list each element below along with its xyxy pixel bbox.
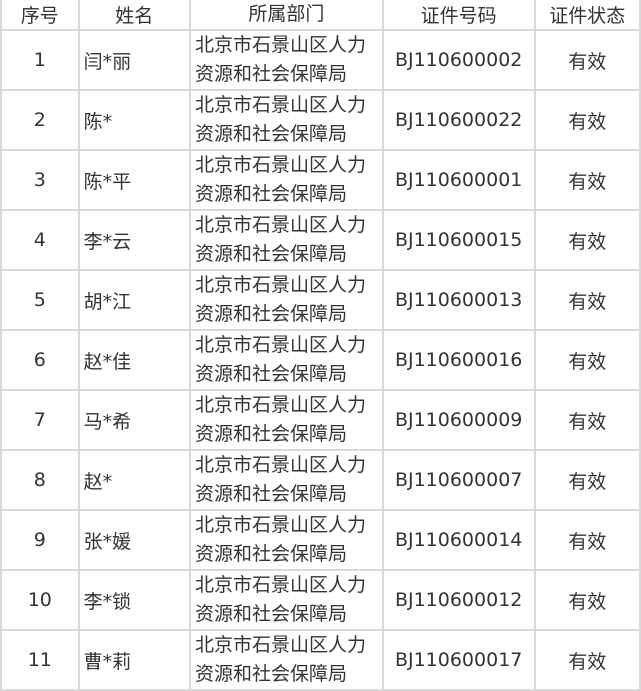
dept-line2: 资源和社会保障局	[194, 303, 347, 325]
cell-id: BJ110600022	[381, 89, 536, 151]
table-row: 4 李*云 北京市石景山区人力 资源和社会保障局 BJ110600015 有效	[0, 209, 641, 271]
cell-id: BJ110600013	[381, 269, 536, 331]
table-row: 3 陈*平 北京市石景山区人力 资源和社会保障局 BJ110600001 有效	[0, 149, 641, 211]
header-no: 序号	[0, 0, 80, 31]
table-row: 5 胡*江 北京市石景山区人力 资源和社会保障局 BJ110600013 有效	[0, 269, 641, 331]
dept-line1: 北京市石景山区人力	[194, 634, 366, 656]
dept-line1: 北京市石景山区人力	[194, 454, 366, 476]
header-name: 姓名	[77, 0, 191, 31]
cell-name: 陈*平	[77, 149, 191, 211]
cell-no: 11	[0, 629, 80, 691]
cell-name: 闫*丽	[77, 29, 191, 91]
cell-status: 有效	[533, 509, 641, 571]
cell-status: 有效	[533, 449, 641, 511]
cell-name: 赵*佳	[77, 329, 191, 391]
dept-line2: 资源和社会保障局	[194, 183, 347, 205]
dept-line2: 资源和社会保障局	[194, 243, 347, 265]
cell-status: 有效	[533, 389, 641, 451]
dept-line1: 北京市石景山区人力	[194, 214, 366, 236]
dept-line2: 资源和社会保障局	[194, 543, 347, 565]
cell-id: BJ110600007	[381, 449, 536, 511]
header-dept: 所属部门	[188, 0, 384, 31]
cell-name: 胡*江	[77, 269, 191, 331]
cell-status: 有效	[533, 329, 641, 391]
table-row: 2 陈* 北京市石景山区人力 资源和社会保障局 BJ110600022 有效	[0, 89, 641, 151]
table-row: 10 李*锁 北京市石景山区人力 资源和社会保障局 BJ110600012 有效	[0, 569, 641, 631]
cell-status: 有效	[533, 89, 641, 151]
cell-no: 3	[0, 149, 80, 211]
cell-name: 张*媛	[77, 509, 191, 571]
cell-id: BJ110600012	[381, 569, 536, 631]
cell-id: BJ110600001	[381, 149, 536, 211]
cell-id: BJ110600014	[381, 509, 536, 571]
cell-name: 曹*莉	[77, 629, 191, 691]
cell-dept: 北京市石景山区人力 资源和社会保障局	[188, 149, 384, 211]
cell-id: BJ110600017	[381, 629, 536, 691]
cell-no: 4	[0, 209, 80, 271]
table-row: 1 闫*丽 北京市石景山区人力 资源和社会保障局 BJ110600002 有效	[0, 29, 641, 91]
cell-name: 李*云	[77, 209, 191, 271]
cell-status: 有效	[533, 149, 641, 211]
dept-line2: 资源和社会保障局	[194, 363, 347, 385]
cell-dept: 北京市石景山区人力 资源和社会保障局	[188, 629, 384, 691]
cell-dept: 北京市石景山区人力 资源和社会保障局	[188, 329, 384, 391]
dept-line2: 资源和社会保障局	[194, 123, 347, 145]
dept-line2: 资源和社会保障局	[194, 483, 347, 505]
table-row: 8 赵* 北京市石景山区人力 资源和社会保障局 BJ110600007 有效	[0, 449, 641, 511]
table-row: 7 马*希 北京市石景山区人力 资源和社会保障局 BJ110600009 有效	[0, 389, 641, 451]
cell-name: 赵*	[77, 449, 191, 511]
cell-name: 陈*	[77, 89, 191, 151]
header-id: 证件号码	[381, 0, 536, 31]
dept-line2: 资源和社会保障局	[194, 423, 347, 445]
table-row: 6 赵*佳 北京市石景山区人力 资源和社会保障局 BJ110600016 有效	[0, 329, 641, 391]
cell-name: 李*锁	[77, 569, 191, 631]
table-row: 11 曹*莉 北京市石景山区人力 资源和社会保障局 BJ110600017 有效	[0, 629, 641, 691]
cell-status: 有效	[533, 269, 641, 331]
cell-status: 有效	[533, 29, 641, 91]
cell-status: 有效	[533, 209, 641, 271]
dept-line1: 北京市石景山区人力	[194, 154, 366, 176]
cell-no: 9	[0, 509, 80, 571]
cell-no: 1	[0, 29, 80, 91]
cell-dept: 北京市石景山区人力 资源和社会保障局	[188, 509, 384, 571]
cell-no: 7	[0, 389, 80, 451]
dept-line1: 北京市石景山区人力	[194, 574, 366, 596]
header-row: 序号 姓名 所属部门 证件号码 证件状态	[0, 0, 641, 31]
cell-no: 6	[0, 329, 80, 391]
cell-no: 2	[0, 89, 80, 151]
cell-name: 马*希	[77, 389, 191, 451]
cell-no: 5	[0, 269, 80, 331]
dept-line1: 北京市石景山区人力	[194, 274, 366, 296]
cell-no: 10	[0, 569, 80, 631]
dept-line1: 北京市石景山区人力	[194, 94, 366, 116]
cell-dept: 北京市石景山区人力 资源和社会保障局	[188, 209, 384, 271]
table-row: 9 张*媛 北京市石景山区人力 资源和社会保障局 BJ110600014 有效	[0, 509, 641, 571]
cell-status: 有效	[533, 569, 641, 631]
cell-dept: 北京市石景山区人力 资源和社会保障局	[188, 389, 384, 451]
cell-id: BJ110600002	[381, 29, 536, 91]
cell-dept: 北京市石景山区人力 资源和社会保障局	[188, 89, 384, 151]
cell-id: BJ110600009	[381, 389, 536, 451]
dept-line2: 资源和社会保障局	[194, 663, 347, 685]
cell-dept: 北京市石景山区人力 资源和社会保障局	[188, 449, 384, 511]
dept-line2: 资源和社会保障局	[194, 603, 347, 625]
cell-no: 8	[0, 449, 80, 511]
dept-line1: 北京市石景山区人力	[194, 514, 366, 536]
dept-line1: 北京市石景山区人力	[194, 34, 366, 56]
cell-dept: 北京市石景山区人力 资源和社会保障局	[188, 269, 384, 331]
dept-line2: 资源和社会保障局	[194, 63, 347, 85]
cell-id: BJ110600015	[381, 209, 536, 271]
cell-dept: 北京市石景山区人力 资源和社会保障局	[188, 29, 384, 91]
dept-line1: 北京市石景山区人力	[194, 334, 366, 356]
cell-id: BJ110600016	[381, 329, 536, 391]
dept-line1: 北京市石景山区人力	[194, 394, 366, 416]
cell-status: 有效	[533, 629, 641, 691]
header-status: 证件状态	[533, 0, 641, 31]
cell-dept: 北京市石景山区人力 资源和社会保障局	[188, 569, 384, 631]
